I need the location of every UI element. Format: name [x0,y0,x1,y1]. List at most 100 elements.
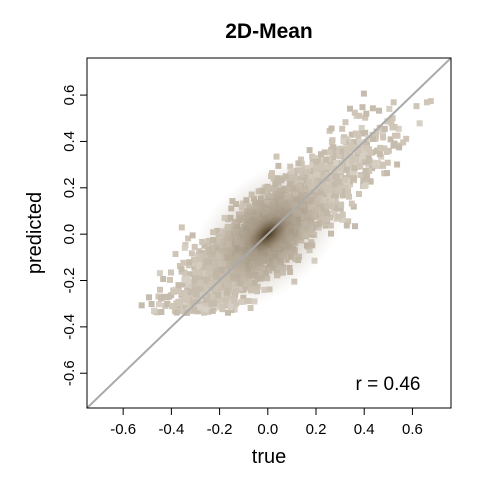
data-point [158,309,165,315]
data-point [380,134,387,141]
data-point [361,148,368,155]
data-point [365,155,372,162]
data-point [391,132,398,139]
data-point [345,160,352,167]
data-point [351,175,357,182]
x-tick-label: 0.2 [306,421,327,438]
data-point [209,307,216,314]
data-point [318,151,324,158]
data-point [356,139,363,146]
data-point [347,142,354,149]
x-axis: -0.6 -0.4 -0.2 0.0 0.2 0.4 0.6 [110,408,423,438]
data-point [352,156,359,163]
x-axis-label: true [252,446,286,468]
data-point [178,224,185,231]
data-point [367,178,374,185]
data-point [352,223,358,230]
data-point [343,222,350,229]
data-point [390,142,397,149]
data-point [369,105,376,112]
data-point [175,288,182,295]
correlation-annotation: r = 0.46 [356,374,421,395]
data-point [181,305,188,311]
data-point [385,147,392,154]
data-point [351,109,358,116]
data-point [164,301,171,308]
data-point [178,290,185,296]
data-point [381,145,388,152]
data-point [396,144,403,151]
data-point [340,138,347,145]
data-point [181,297,188,303]
data-point [345,218,352,225]
data-point [357,172,364,178]
data-point [138,302,145,309]
data-point [187,289,194,296]
data-point [360,143,367,150]
data-point [376,151,383,158]
data-point [306,147,313,154]
y-tick-label: 0.6 [61,85,78,106]
data-point [356,148,363,155]
data-point [181,244,188,251]
identity-reference-line [87,58,451,408]
data-point [351,165,358,172]
data-point [359,104,366,111]
y-tick-label: -0.6 [61,360,78,386]
x-tick-label: 0.6 [402,421,423,438]
data-point [373,132,380,139]
data-point [181,281,188,288]
data-point [158,295,165,302]
data-point [384,170,390,177]
data-point [359,130,366,137]
data-point [164,294,171,301]
data-point [363,172,370,179]
data-point [309,153,316,160]
data-point [384,159,391,166]
y-axis-label: predicted [24,192,46,274]
y-tick-label: -0.4 [61,314,78,340]
data-point [362,168,369,174]
y-tick-label: 0.4 [61,131,78,152]
data-point [201,309,208,316]
data-point [379,131,386,137]
data-point [358,124,365,131]
data-point [363,110,370,117]
data-point [199,300,206,307]
data-point [349,169,356,176]
data-point [365,161,372,168]
data-point [185,279,192,286]
data-point [340,134,347,141]
data-point [168,303,175,310]
data-point [333,159,340,166]
data-point [347,153,354,160]
data-point [366,167,373,174]
data-point [357,162,363,169]
x-tick-label: 0.4 [354,421,375,438]
data-point [348,200,355,207]
data-point [157,286,163,293]
data-point [202,306,209,313]
data-point [346,193,352,200]
data-point [328,138,335,145]
data-point [362,114,369,121]
data-point [167,276,173,283]
data-point [379,161,386,168]
data-point [373,128,380,135]
reference-line-layer [87,58,451,408]
data-point [388,120,395,127]
data-point [400,139,407,146]
data-point [413,103,420,110]
data-point [170,288,177,295]
plot-frame [86,57,452,409]
data-point [185,235,192,242]
data-point [360,90,367,97]
data-point [173,309,180,316]
data-point [175,282,182,289]
data-point [376,107,382,114]
data-point [427,98,434,105]
data-point [342,119,349,126]
data-point [359,153,366,160]
data-point [339,125,346,132]
